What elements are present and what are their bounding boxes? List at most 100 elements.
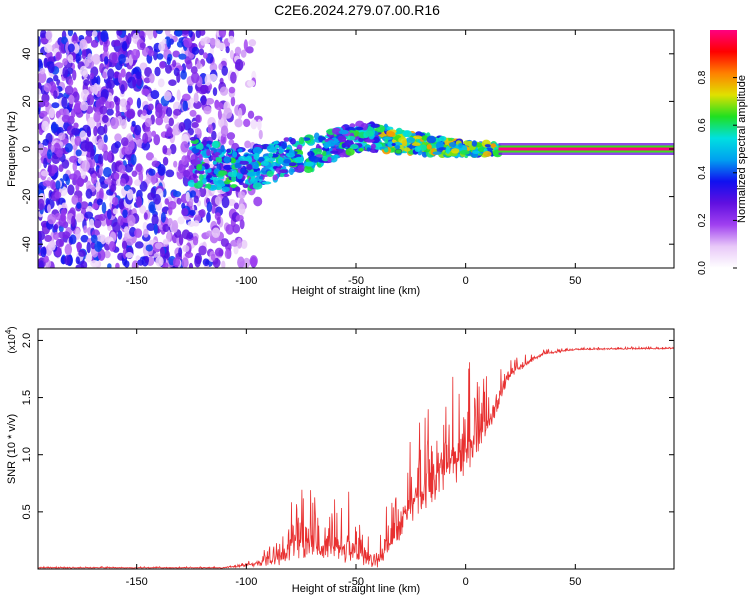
noise-speckle — [230, 239, 240, 247]
noise-speckle — [218, 30, 227, 38]
noise-speckle — [75, 53, 80, 64]
y-tick-label: -20 — [21, 189, 33, 205]
noise-speckle — [142, 109, 147, 117]
noise-speckle — [210, 253, 216, 261]
noise-speckle — [205, 97, 215, 105]
noise-speckle — [220, 238, 229, 247]
noise-speckle — [86, 94, 95, 106]
trail-blob — [216, 179, 224, 185]
noise-speckle — [164, 64, 172, 74]
noise-speckle — [38, 230, 42, 243]
noise-speckle — [205, 230, 213, 237]
noise-speckle — [122, 209, 128, 219]
noise-speckle — [188, 30, 193, 38]
trail-blob — [315, 154, 324, 158]
trail-blob — [196, 164, 203, 171]
noise-speckle — [38, 36, 41, 47]
trail-blob — [411, 133, 417, 137]
trail-blob — [206, 148, 211, 157]
noise-speckle — [90, 234, 98, 244]
noise-speckle — [215, 38, 221, 49]
noise-speckle — [93, 125, 98, 137]
noise-speckle — [162, 223, 170, 233]
trail-blob — [253, 152, 260, 161]
noise-speckle — [194, 127, 201, 135]
noise-speckle — [214, 196, 222, 206]
noise-speckle — [138, 30, 145, 39]
x-tick-label: -100 — [235, 275, 257, 287]
noise-speckle — [225, 46, 230, 54]
noise-speckle — [142, 221, 148, 231]
noise-speckle — [214, 247, 224, 257]
chart-title: C2E6.2024.279.07.00.R16 — [274, 2, 440, 18]
noise-speckle — [75, 256, 80, 265]
noise-speckle — [115, 102, 120, 114]
trail-blob — [223, 156, 231, 164]
colorbar-tick-label: 0.0 — [697, 261, 708, 275]
x-tick-label: 50 — [569, 275, 581, 287]
noise-speckle — [120, 68, 126, 78]
trail-blob — [331, 127, 342, 135]
noise-speckle — [113, 172, 120, 181]
noise-speckle — [162, 262, 169, 268]
trail-blob — [370, 123, 380, 128]
noise-speckle — [76, 241, 83, 251]
noise-speckle — [96, 75, 101, 86]
y-tick-label: 1.5 — [21, 390, 33, 405]
noise-speckle — [80, 168, 86, 180]
noise-speckle — [211, 205, 216, 214]
trail-blob — [432, 151, 442, 155]
noise-speckle — [184, 56, 192, 65]
trail-blob — [327, 156, 332, 163]
noise-speckle — [249, 255, 258, 267]
noise-speckle — [202, 52, 208, 59]
noise-speckle — [67, 30, 74, 37]
noise-speckle — [237, 256, 245, 268]
x-tick-label: -150 — [126, 275, 148, 287]
trail-blob — [386, 131, 396, 138]
noise-speckle — [167, 147, 172, 156]
trail-blob — [197, 180, 204, 188]
noise-speckle — [150, 173, 157, 185]
noise-speckle — [91, 30, 98, 38]
noise-speckle — [38, 71, 47, 84]
noise-speckle — [87, 117, 96, 129]
noise-speckle — [206, 211, 211, 223]
noise-speckle — [38, 171, 41, 179]
noise-speckle — [43, 100, 50, 108]
trail-blob — [232, 151, 238, 158]
noise-speckle — [221, 196, 230, 209]
noise-speckle — [120, 119, 127, 130]
noise-speckle — [69, 155, 78, 163]
colorbar-tick-label: 0.8 — [697, 70, 708, 84]
trail-blob — [338, 129, 349, 135]
noise-speckle — [174, 30, 183, 37]
noise-speckle — [200, 95, 207, 106]
trail-blob — [419, 144, 427, 151]
snr-ticks: -150 -100 -50 0 50 0.5 1.0 1.5 2.0 — [21, 329, 674, 588]
noise-speckle — [160, 211, 166, 223]
trail-blob — [426, 135, 437, 144]
noise-speckle — [176, 89, 181, 101]
noise-speckle — [80, 260, 88, 268]
noise-speckle — [240, 239, 248, 250]
trail-blob — [411, 142, 421, 147]
noise-speckle — [94, 241, 103, 253]
trail-blob — [288, 162, 297, 167]
noise-speckle — [189, 190, 197, 198]
trail-blob — [215, 156, 223, 163]
noise-speckle — [168, 206, 173, 216]
noise-speckle — [203, 36, 211, 44]
trail-blob — [313, 148, 323, 155]
noise-speckle — [103, 43, 109, 53]
trail-blob — [402, 130, 412, 138]
trail-blob — [198, 154, 203, 162]
colorbar-gradient — [710, 30, 737, 268]
trail-blob — [262, 155, 270, 163]
noise-speckle — [81, 160, 90, 172]
noise-speckle — [48, 107, 55, 119]
trail-blob — [195, 144, 201, 150]
trail-blob — [394, 145, 401, 150]
noise-speckle — [80, 234, 89, 243]
trail-blob — [266, 144, 277, 153]
